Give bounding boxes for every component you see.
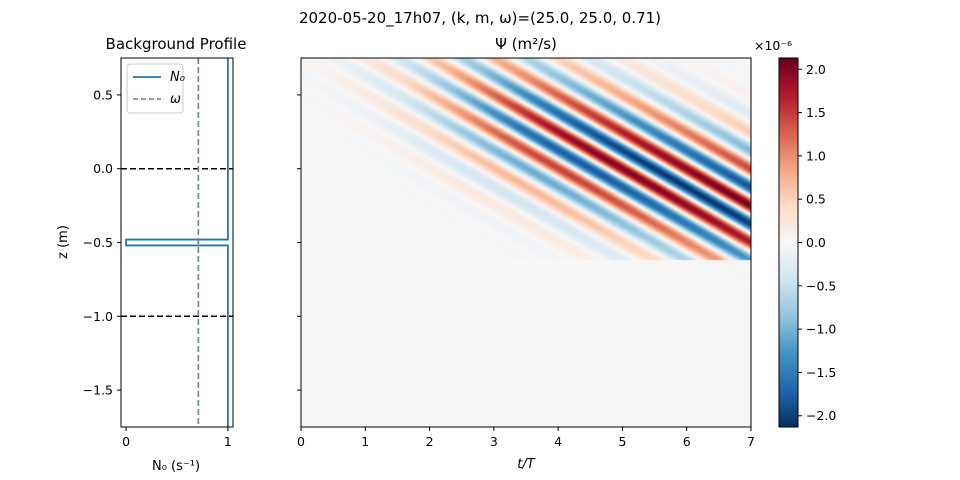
- legend-omega-label: ω: [170, 92, 181, 107]
- right-xtick-label-4: 4: [554, 434, 562, 449]
- psi-y-ticks: [297, 94, 301, 391]
- legend-n0-label: N₀: [170, 70, 186, 85]
- cbar-tick-label-7: 1.5: [806, 105, 826, 120]
- right-xtick-label-7: 7: [747, 434, 755, 449]
- cbar-tick-label-0: −2.0: [806, 408, 836, 423]
- profile-series-0: [125, 58, 229, 427]
- right-xtick-label-2: 2: [426, 434, 434, 449]
- left-ytick-label-1: 0.0: [93, 161, 113, 176]
- psi-heatmap-area: [301, 58, 751, 427]
- colorbar-exponent: ×10⁻⁶: [754, 38, 792, 53]
- background-profile-ylabel: z (m): [56, 225, 71, 259]
- right-xtick-label-0: 0: [297, 434, 305, 449]
- background-profile-xlabel: N₀ (s⁻¹): [152, 459, 200, 474]
- cbar-tick-label-8: 2.0: [806, 62, 826, 77]
- left-ytick-label-4: −1.5: [83, 383, 113, 398]
- cbar-tick-label-5: 0.5: [806, 192, 826, 207]
- background-profile-lines: [121, 58, 233, 427]
- cbar-tick-label-2: −1.0: [806, 322, 836, 337]
- left-ytick-label-2: −0.5: [83, 235, 113, 250]
- colorbar-ticks: −2.0 −1.5 −1.0 −0.5 0.0 0.5 1.0 1.5 2.0: [798, 62, 836, 423]
- right-xtick-label-3: 3: [490, 434, 498, 449]
- legend: N₀ ω: [126, 63, 186, 114]
- psi-heatmap: [301, 58, 751, 427]
- colorbar: −2.0 −1.5 −1.0 −0.5 0.0 0.5 1.0 1.5 2.0 ×10⁻⁶: [754, 38, 836, 428]
- right-xtick-label-1: 1: [361, 434, 369, 449]
- right-xtick-label-5: 5: [618, 434, 626, 449]
- background-profile-plot-area: [121, 58, 233, 427]
- figure-suptitle: 2020-05-20_17h07, (k, m, ω)=(25.0, 25.0,…: [299, 9, 661, 28]
- background-profile-y-ticks: 0.5 0.0 −0.5 −1.0 −1.5: [83, 87, 121, 398]
- psi-panel: Ψ (m²/s) 0 1 2 3 4 5 6 7 t/T: [297, 35, 755, 472]
- left-xtick-label-1: 1: [224, 434, 232, 449]
- psi-x-ticks: 0 1 2 3 4 5 6 7: [297, 427, 755, 449]
- cbar-tick-label-6: 1.0: [806, 148, 826, 163]
- psi-title: Ψ (m²/s): [495, 35, 557, 53]
- psi-xlabel: t/T: [517, 457, 535, 472]
- left-ytick-label-3: −1.0: [83, 309, 113, 324]
- cbar-tick-label-1: −1.5: [806, 365, 836, 380]
- cbar-tick-label-3: −0.5: [806, 278, 836, 293]
- background-profile-title: Background Profile: [106, 35, 247, 53]
- colorbar-gradient: [779, 58, 798, 427]
- cbar-tick-label-4: 0.0: [806, 235, 826, 250]
- left-xtick-label-0: 0: [122, 434, 130, 449]
- right-xtick-label-6: 6: [683, 434, 691, 449]
- left-ytick-label-0: 0.5: [93, 87, 113, 102]
